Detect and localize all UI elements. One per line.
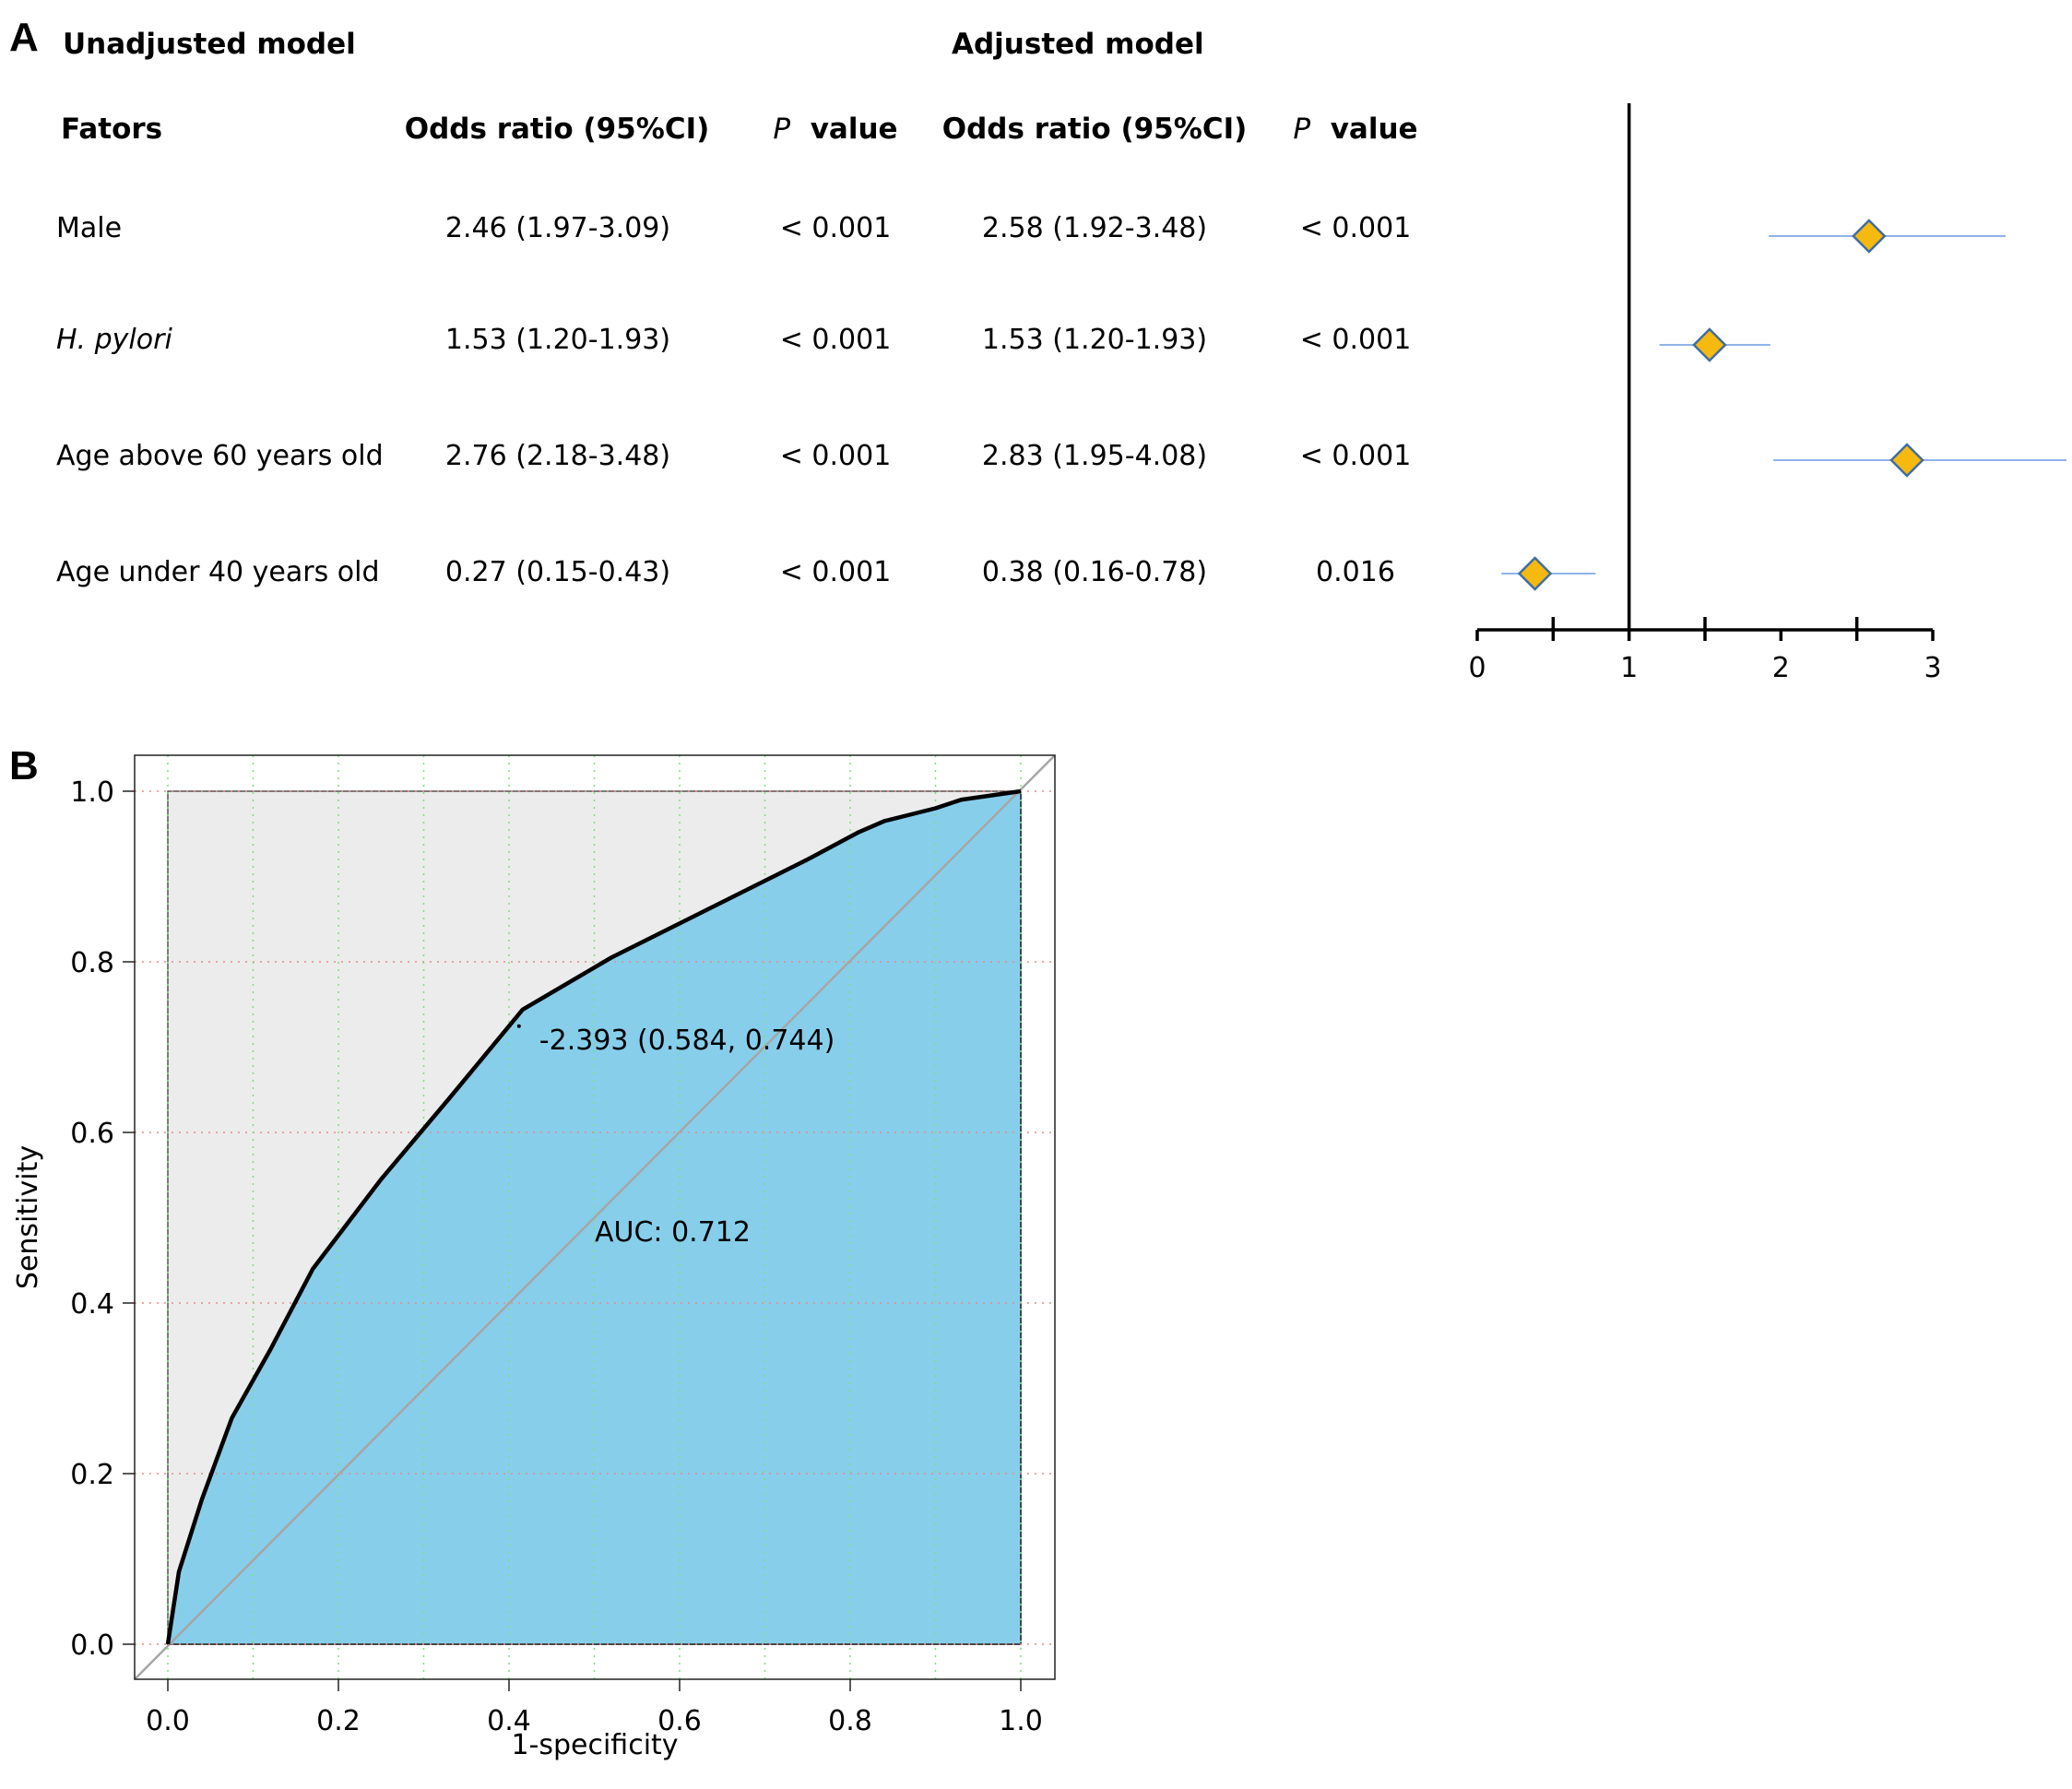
- col-header-p-unadjusted: P value: [773, 113, 897, 146]
- row-p-unadjusted: < 0.001: [779, 212, 892, 244]
- y-axis-title: Sensitivity: [12, 1145, 44, 1289]
- col-header-factors: Fators: [61, 113, 163, 146]
- col-header-or-unadjusted: Odds ratio (95%CI): [404, 113, 710, 146]
- row-or-unadjusted: 2.46 (1.97-3.09): [444, 212, 671, 244]
- p-italic: P: [773, 113, 791, 146]
- adjusted-model-title: Adjusted model: [952, 28, 1204, 61]
- row-p-adjusted: < 0.001: [1299, 212, 1412, 244]
- roc-curve: [165, 788, 1022, 1645]
- odds-ratio-marker: [1852, 219, 1887, 254]
- row-or-unadjusted: 1.53 (1.20-1.93): [444, 324, 671, 356]
- p-italic: P: [1293, 113, 1311, 146]
- y-tick-label: 0.8: [70, 947, 114, 979]
- row-p-unadjusted: < 0.001: [779, 440, 892, 472]
- odds-ratio-marker: [1517, 556, 1553, 591]
- row-p-unadjusted: < 0.001: [779, 324, 892, 356]
- y-tick-label: 0.0: [70, 1629, 114, 1662]
- p-value-word: value: [810, 113, 898, 146]
- odds-ratio-marker: [1692, 327, 1727, 362]
- row-p-adjusted: 0.016: [1316, 556, 1395, 588]
- row-or-unadjusted: 0.27 (0.15-0.43): [444, 556, 671, 588]
- row-or-adjusted: 1.53 (1.20-1.93): [981, 324, 1208, 356]
- odds-ratio-marker: [1889, 443, 1924, 478]
- diagonal-reference: [134, 754, 1056, 1680]
- forest-tick-label: 1: [1620, 652, 1638, 684]
- threshold-label: -2.393 (0.584, 0.744): [539, 1025, 835, 1057]
- x-tick-label: 0.8: [828, 1705, 872, 1737]
- roc-plot: -2.393 (0.584, 0.744) AUC: 0.712 0.0 0.2 0.4…: [12, 754, 1056, 1761]
- x-axis-title: 1-specificity: [511, 1729, 678, 1761]
- panel-a-label: A: [9, 15, 39, 60]
- y-tick-label: 0.4: [70, 1288, 114, 1321]
- auc-label: AUC: 0.712: [595, 1216, 751, 1249]
- row-p-adjusted: < 0.001: [1299, 324, 1412, 356]
- forest-plot: 0 1 2 3: [1468, 103, 2066, 684]
- x-tick-label: 0.6: [657, 1705, 702, 1737]
- y-tick-label: 0.2: [70, 1459, 114, 1491]
- row-or-adjusted: 2.83 (1.95-4.08): [981, 440, 1208, 472]
- unadjusted-model-title: Unadjusted model: [63, 28, 356, 61]
- row-factor: Male: [56, 212, 123, 244]
- y-tick-label: 0.6: [70, 1118, 114, 1150]
- col-header-p-adjusted: P value: [1293, 113, 1417, 146]
- forest-tick-label: 0: [1468, 652, 1486, 684]
- x-tick-label: 1.0: [999, 1705, 1043, 1737]
- row-or-unadjusted: 2.76 (2.18-3.48): [444, 440, 671, 472]
- forest-tick-label: 3: [1924, 652, 1941, 684]
- forest-tick-label: 2: [1772, 652, 1790, 684]
- x-tick-label: 0.4: [487, 1705, 531, 1737]
- row-p-adjusted: < 0.001: [1299, 440, 1412, 472]
- row-factor: H. pylori: [56, 324, 172, 356]
- plot-frame: [134, 754, 1056, 1680]
- row-factor: Age under 40 years old: [56, 556, 380, 588]
- y-tick-label: 1.0: [70, 776, 114, 809]
- row-or-adjusted: 2.58 (1.92-3.48): [981, 212, 1208, 244]
- p-value-word: value: [1330, 113, 1418, 146]
- row-factor: Age above 60 years old: [56, 440, 384, 472]
- x-tick-label: 0.0: [146, 1705, 190, 1737]
- x-tick-label: 0.2: [316, 1705, 361, 1737]
- col-header-or-adjusted: Odds ratio (95%CI): [941, 113, 1248, 146]
- panel-b-label: B: [9, 743, 39, 788]
- row-or-adjusted: 0.38 (0.16-0.78): [981, 556, 1208, 588]
- threshold-point: [516, 1024, 521, 1028]
- row-p-unadjusted: < 0.001: [779, 556, 892, 588]
